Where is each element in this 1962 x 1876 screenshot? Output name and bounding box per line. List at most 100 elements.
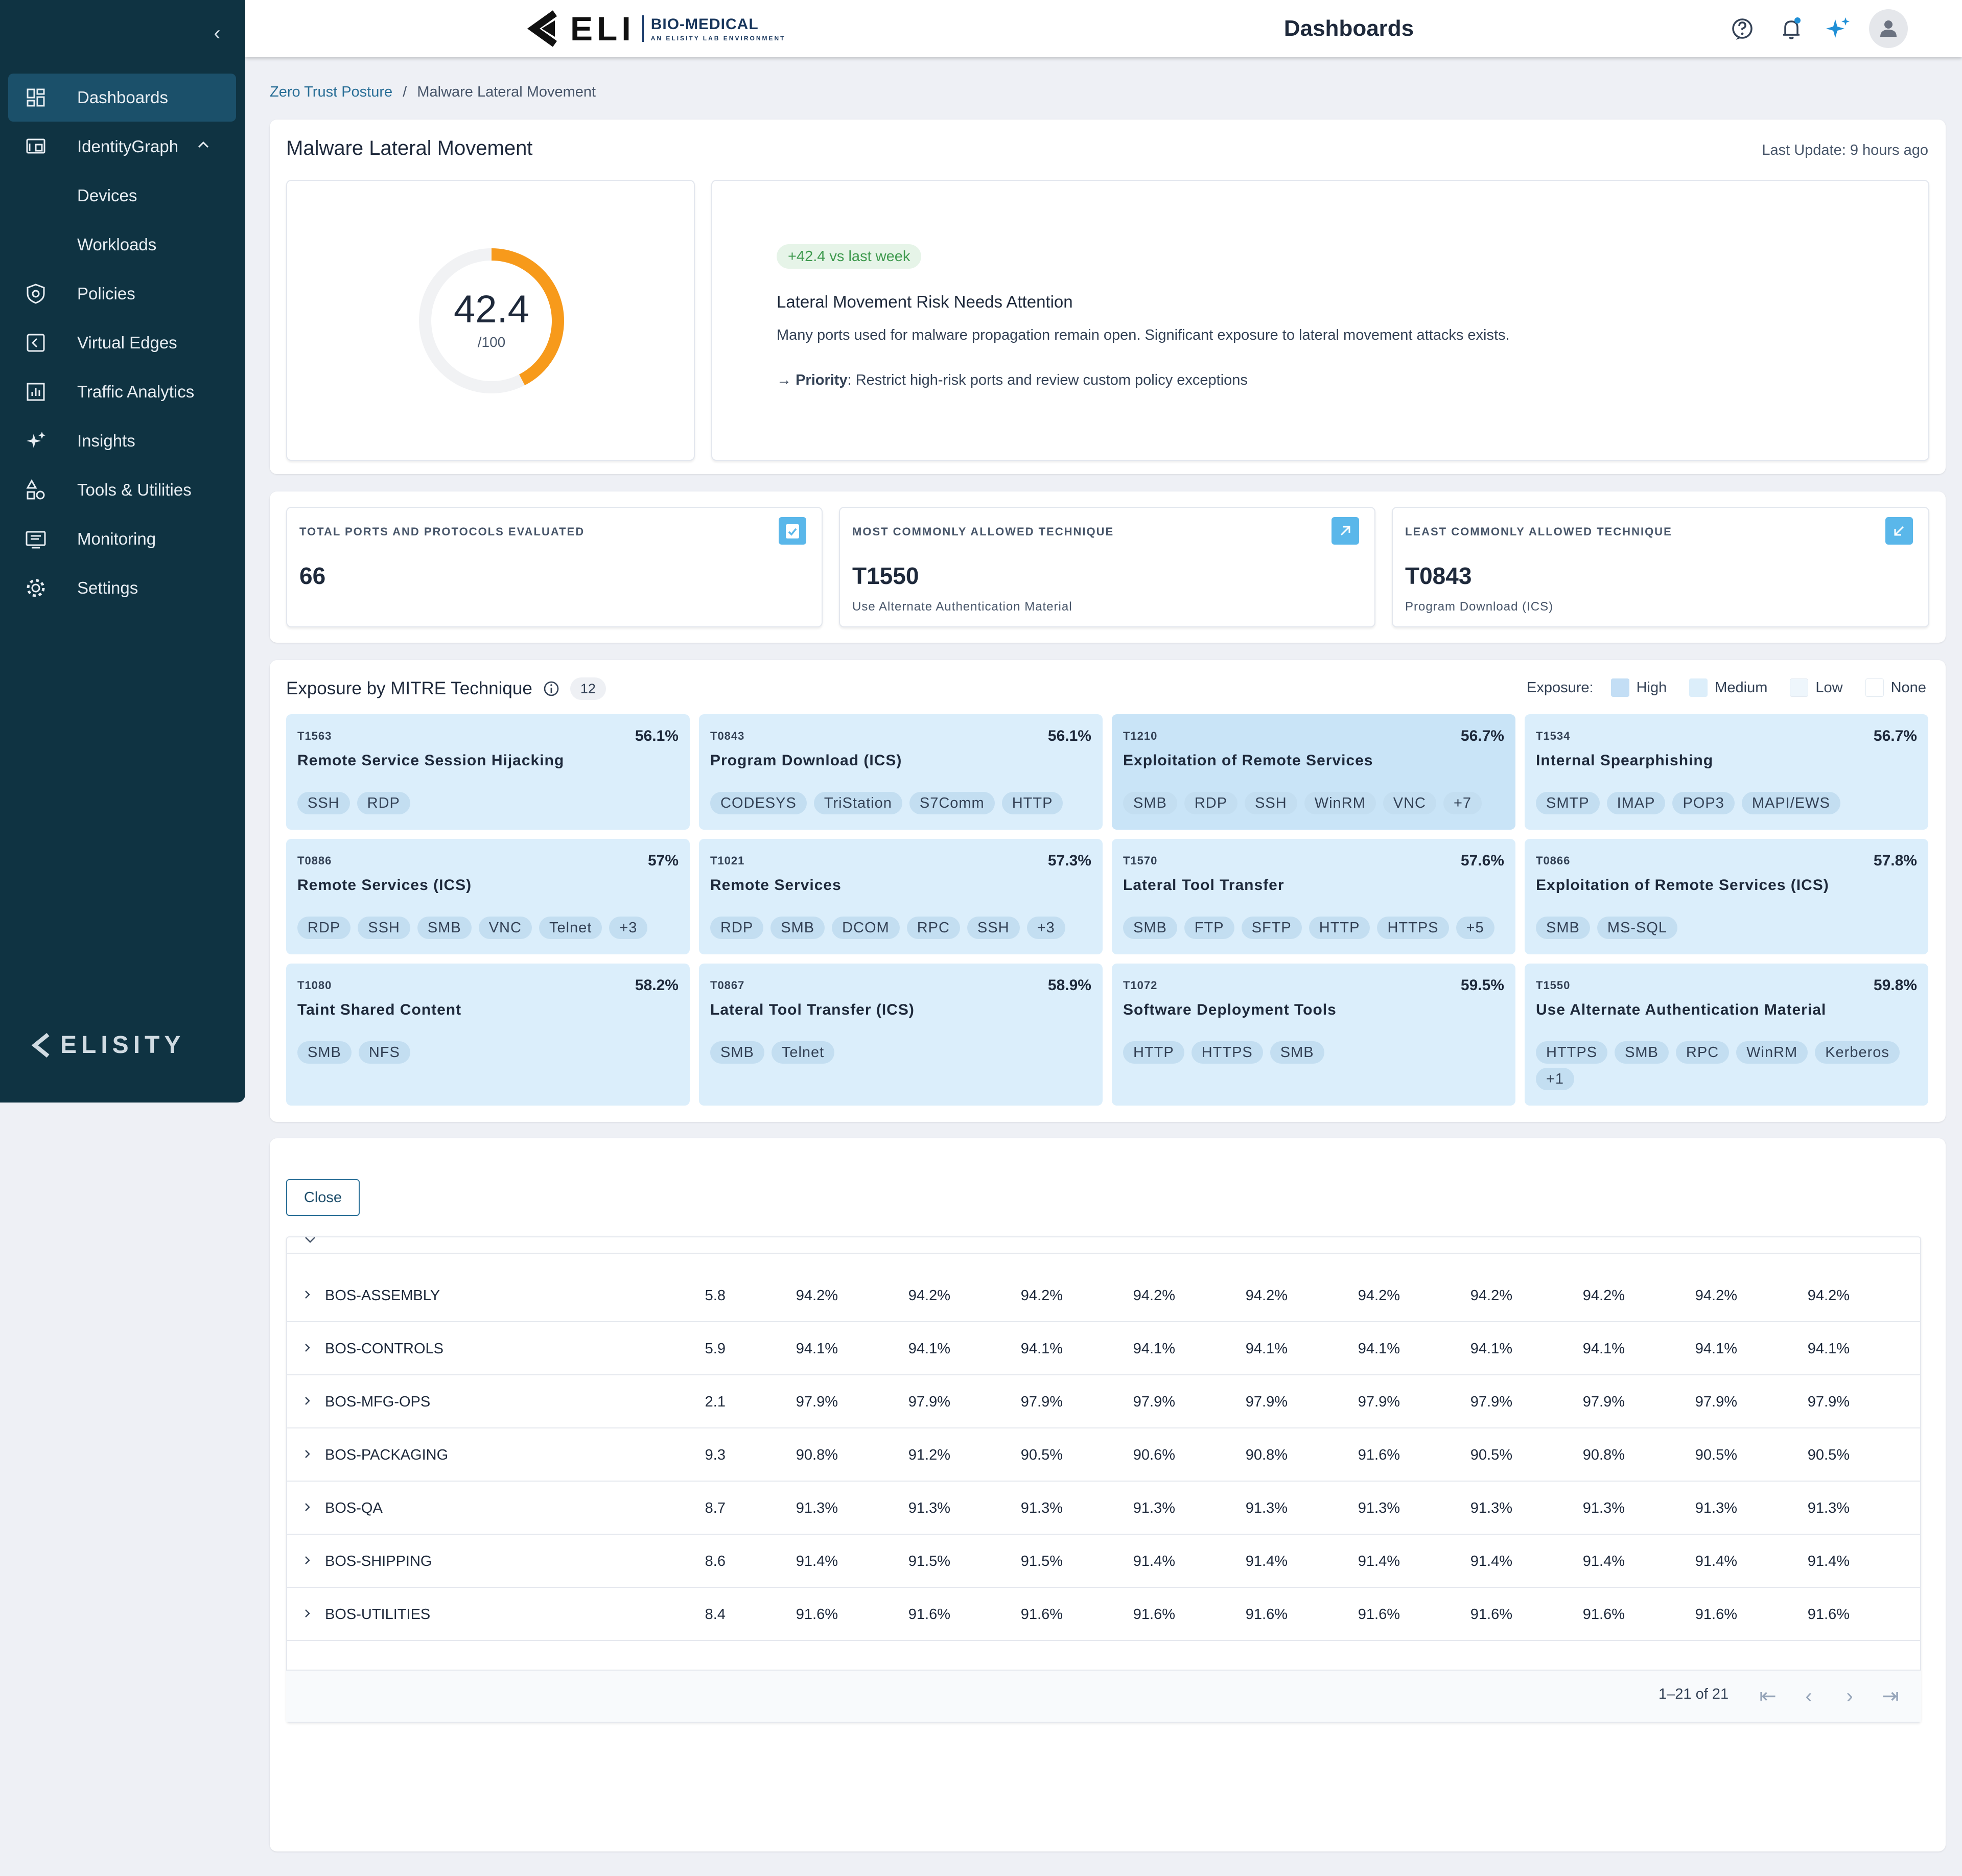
sidebar-item-identitygraph[interactable]: IdentityGraph	[8, 123, 236, 171]
sidebar-item-virtual-edges[interactable]: Virtual Edges	[8, 319, 236, 367]
technique-name: Remote Service Session Hijacking	[297, 752, 565, 769]
technique-tile-t1210[interactable]: T1210 56.7% Exploitation of Remote Service…	[1112, 714, 1515, 830]
logo-title: BIO-MEDICAL	[650, 15, 759, 33]
protocol-tags: SMB FTP SFTP HTTP HTTPS +5	[1123, 917, 1504, 939]
protocol-tag: SSH	[297, 792, 350, 814]
identity-graph-icon	[0, 135, 77, 158]
close-button[interactable]: Close	[286, 1179, 360, 1216]
protocol-tag: RPC	[1675, 1041, 1730, 1064]
technique-tile-t0866[interactable]: T0866 57.8% Exploitation of Remote Service…	[1525, 839, 1928, 954]
protocol-tag: RDP	[710, 917, 764, 939]
notifications-bell-icon[interactable]	[1777, 14, 1806, 43]
collapse-sidebar-button[interactable]: ‹	[214, 22, 221, 44]
technique-exposure: 56.1%	[1047, 728, 1091, 744]
technique-tile-t0886[interactable]: T0886 57% Remote Services (ICS) RDP SSH SMB VN…	[286, 839, 690, 954]
protocol-tag: SMB	[1123, 917, 1177, 939]
sidebar-item-dashboards[interactable]: Dashboards	[8, 74, 236, 122]
info-icon[interactable]	[543, 680, 560, 697]
previous-page-icon[interactable]: ‹	[1805, 1685, 1812, 1707]
technique-exposure-cell: 90.5%	[1695, 1447, 1737, 1463]
analytics-icon	[0, 381, 77, 403]
table-row[interactable]: BOS-CONTROLS 5.9 94.1% 94.1% 94.1% 94.1% 94.1%…	[286, 1322, 1921, 1375]
technique-tile-t1570[interactable]: T1570 57.6% Lateral Tool Transfer SMB FTP SFT…	[1112, 839, 1515, 954]
chevron-right-icon[interactable]	[301, 1288, 314, 1301]
protocol-tag: MS-SQL	[1597, 917, 1678, 939]
chevron-right-icon[interactable]	[301, 1395, 314, 1407]
breadcrumb-link-zero-trust[interactable]: Zero Trust Posture	[270, 84, 393, 100]
sidebar-item-settings[interactable]: Settings	[8, 564, 236, 612]
table-row[interactable]: BOS-UTILITIES 8.4 91.6% 91.6% 91.6% 91.6% 91.6…	[286, 1588, 1921, 1641]
app-logo[interactable]: ELI BIO-MEDICAL AN ELISITY LAB ENVIRONME…	[526, 9, 785, 48]
technique-exposure-cell: 91.6%	[1245, 1606, 1288, 1623]
stats-card: TOTAL PORTS AND PROTOCOLS EVALUATED 66 M…	[270, 491, 1946, 643]
chevron-right-icon[interactable]	[301, 1554, 314, 1566]
lateral-movement-score: 8.7	[705, 1500, 726, 1516]
technique-exposure-cell: 91.4%	[796, 1553, 838, 1569]
ai-sparkle-icon[interactable]	[1824, 14, 1853, 43]
delta-badge: +42.4 vs last week	[777, 244, 922, 269]
technique-exposure-cell: 94.1%	[1358, 1341, 1400, 1357]
next-page-icon[interactable]: ›	[1846, 1685, 1853, 1707]
technique-id: T1550	[1536, 979, 1571, 992]
technique-name: Taint Shared Content	[297, 1001, 462, 1018]
technique-exposure-cell: 91.6%	[1133, 1606, 1175, 1623]
policy-group-name: BOS-UTILITIES	[325, 1606, 431, 1623]
chevron-right-icon[interactable]	[301, 1607, 314, 1620]
table-row[interactable]: BOS-SHIPPING 8.6 91.4% 91.5% 91.5% 91.4% 91.4%…	[286, 1535, 1921, 1588]
lateral-movement-score: 5.8	[705, 1287, 726, 1304]
lateral-movement-score: 2.1	[705, 1394, 726, 1410]
technique-tile-t0867[interactable]: T0867 58.9% Lateral Tool Transfer (ICS) SMB…	[699, 964, 1103, 1106]
sidebar-item-traffic-analytics[interactable]: Traffic Analytics	[8, 368, 236, 416]
sidebar-item-devices[interactable]: Devices	[8, 172, 236, 220]
technique-exposure: 57%	[647, 852, 679, 869]
sidebar-item-monitoring[interactable]: Monitoring	[8, 515, 236, 563]
sidebar-item-workloads[interactable]: Workloads	[8, 221, 236, 269]
protocol-tag: HTTPS	[1536, 1041, 1608, 1064]
technique-tile-t1534[interactable]: T1534 56.7% Internal Spearphishing SMTP IMAP…	[1525, 714, 1928, 830]
stat-label: TOTAL PORTS AND PROTOCOLS EVALUATED	[299, 525, 585, 538]
sidebar-item-policies[interactable]: Policies	[8, 270, 236, 318]
chevron-right-icon[interactable]	[301, 1342, 314, 1354]
protocol-tag: Telnet	[771, 1041, 835, 1064]
protocol-tags: RDP SMB DCOM RPC SSH +3	[710, 917, 1091, 939]
insight-headline: Lateral Movement Risk Needs Attention	[777, 292, 1073, 311]
help-icon[interactable]	[1728, 14, 1757, 43]
technique-tile-t1080[interactable]: T1080 58.2% Taint Shared Content SMB NFS	[286, 964, 690, 1106]
sidebar-item-insights[interactable]: Insights	[8, 417, 236, 465]
technique-tile-t0843[interactable]: T0843 56.1% Program Download (ICS) CODESYS T…	[699, 714, 1103, 830]
section-title: Malware Lateral Movement	[286, 137, 533, 159]
table-row[interactable]: BOS-QA 8.7 91.3% 91.3% 91.3% 91.3% 91.3% 91.3% 9…	[286, 1482, 1921, 1535]
technique-tile-t1550[interactable]: T1550 59.8% Use Alternate Authentication M…	[1525, 964, 1928, 1106]
stat-value: 66	[299, 562, 326, 589]
table-row[interactable]: BOS-ASSEMBLY 5.8 94.2% 94.2% 94.2% 94.2% 94.2%…	[286, 1269, 1921, 1322]
protocol-tags: SMTP IMAP POP3 MAPI/EWS	[1536, 792, 1917, 814]
protocol-tag: POP3	[1672, 792, 1735, 814]
protocol-tag: SSH	[358, 917, 410, 939]
user-avatar[interactable]	[1869, 9, 1908, 48]
technique-name: Internal Spearphishing	[1536, 752, 1714, 769]
chevron-up-icon[interactable]	[196, 137, 211, 152]
chevron-right-icon[interactable]	[301, 1501, 314, 1513]
technique-exposure-cell: 90.5%	[1470, 1447, 1512, 1463]
technique-exposure-cell: 97.9%	[796, 1394, 838, 1410]
first-page-icon[interactable]: ⇤	[1759, 1685, 1777, 1707]
table-header-strip	[286, 1236, 1921, 1254]
technique-exposure: 56.7%	[1873, 728, 1917, 744]
protocol-tag: SMB	[1123, 792, 1177, 814]
technique-tile-t1072[interactable]: T1072 59.5% Software Deployment Tools HTTP H…	[1112, 964, 1515, 1106]
technique-tile-t1563[interactable]: T1563 56.1% Remote Service Session Hijacki…	[286, 714, 690, 830]
table-row[interactable]: BOS-MFG-OPS 2.1 97.9% 97.9% 97.9% 97.9% 97.9% 9…	[286, 1375, 1921, 1428]
breadcrumb: Zero Trust Posture / Malware Lateral Mov…	[270, 84, 596, 101]
protocol-tag: RDP	[357, 792, 410, 814]
sort-chevron-icon[interactable]	[303, 1236, 317, 1245]
last-page-icon[interactable]: ⇥	[1882, 1685, 1899, 1707]
sidebar-item-tools-utilities[interactable]: Tools & Utilities	[8, 466, 236, 514]
protocol-tag: VNC	[478, 917, 532, 939]
technique-tile-t1021[interactable]: T1021 57.3% Remote Services RDP SMB DCOM RPC SS…	[699, 839, 1103, 954]
technique-exposure-cell: 91.3%	[796, 1500, 838, 1516]
technique-id: T0886	[297, 854, 332, 867]
table-row[interactable]: BOS-PACKAGING 9.3 90.8% 91.2% 90.5% 90.6% 90.8…	[286, 1428, 1921, 1482]
breadcrumb-current: Malware Lateral Movement	[417, 84, 596, 100]
chevron-right-icon[interactable]	[301, 1448, 314, 1460]
stat-most-allowed: MOST COMMONLY ALLOWED TECHNIQUE T1550 Us…	[839, 507, 1375, 627]
